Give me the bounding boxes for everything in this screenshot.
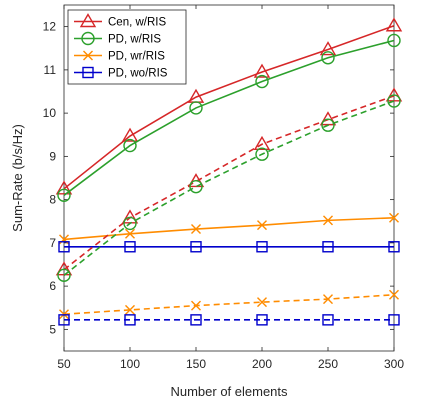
legend-label: PD, wo/RIS	[108, 68, 168, 80]
data-point	[123, 216, 137, 231]
data-point	[123, 138, 137, 153]
series-line	[63, 293, 395, 316]
x-axis-title: Number of elements	[170, 384, 288, 399]
series-line	[63, 25, 395, 190]
x-tick-label: 100	[120, 357, 140, 371]
legend-item: PD, wo/RIS	[74, 66, 168, 80]
legend-box	[67, 9, 187, 85]
series-1-solid	[57, 33, 401, 203]
data-point	[125, 228, 135, 239]
data-point	[124, 241, 136, 253]
data-point	[191, 224, 201, 235]
data-point	[190, 241, 202, 253]
legend-marker	[81, 31, 95, 46]
data-point	[189, 101, 203, 115]
legend-item: PD, w/RIS	[74, 31, 161, 46]
legend-item: PD, wr/RIS	[74, 51, 165, 63]
y-tick-label: 9	[49, 149, 56, 163]
legend-marker	[83, 50, 93, 61]
data-point	[57, 188, 71, 203]
series-layer	[55, 17, 403, 326]
y-tick-label: 10	[43, 106, 57, 120]
data-point	[189, 179, 203, 194]
legend-label: Cen, w/RIS	[108, 17, 166, 29]
data-point	[385, 17, 403, 32]
series-3-solid	[58, 241, 400, 253]
data-point	[256, 314, 268, 326]
data-point	[388, 241, 400, 253]
x-tick-label: 150	[186, 357, 206, 371]
legend-item: Cen, w/RIS	[74, 13, 166, 29]
y-tick-label: 11	[44, 63, 57, 77]
y-tick-label: 6	[49, 279, 56, 293]
data-point	[322, 241, 334, 253]
data-point	[388, 314, 400, 326]
data-point	[253, 135, 271, 150]
series-2-solid	[59, 212, 399, 245]
y-tick-label: 8	[49, 193, 56, 207]
y-axis-title: Sum-Rate (b/s/Hz)	[10, 124, 25, 232]
data-point	[255, 74, 269, 89]
data-point	[124, 314, 136, 326]
data-point	[389, 212, 399, 223]
data-point	[125, 304, 135, 315]
data-point	[321, 118, 335, 132]
data-point	[187, 173, 205, 188]
data-point	[322, 314, 334, 326]
data-point	[319, 41, 337, 56]
data-point	[121, 127, 139, 142]
data-point	[58, 241, 70, 253]
data-point	[321, 51, 335, 65]
data-point	[58, 314, 70, 326]
x-tick-label: 50	[57, 357, 71, 371]
x-tick-label: 300	[384, 357, 404, 371]
data-point	[55, 180, 73, 195]
data-point	[255, 147, 269, 161]
legend-marker	[82, 66, 94, 79]
axis-ticks: 50 100 150 200 250 300 5 6 7 8 9 10 11 12	[43, 5, 404, 371]
y-tick-label: 12	[43, 20, 57, 34]
data-point	[57, 268, 71, 283]
data-point	[389, 289, 399, 300]
data-point	[191, 300, 201, 311]
data-point	[387, 94, 401, 108]
legend-label: PD, w/RIS	[108, 34, 161, 46]
y-tick-label: 5	[49, 322, 56, 336]
series-0-solid	[55, 17, 403, 195]
series-line	[63, 216, 395, 241]
data-point	[323, 215, 333, 226]
legend-marker	[79, 13, 97, 28]
series-line	[63, 39, 395, 196]
x-tick-label: 250	[318, 357, 338, 371]
data-point	[257, 297, 267, 308]
data-point	[387, 33, 401, 48]
y-tick-label: 7	[49, 236, 56, 250]
series-5-dashed	[57, 94, 401, 283]
x-tick-label: 200	[252, 357, 272, 371]
data-point	[385, 87, 403, 102]
data-point	[257, 220, 267, 231]
data-point	[256, 241, 268, 253]
legend: Cen, w/RIS PD, w/RIS PD, wr/RIS PD, wo/RIS	[67, 9, 187, 85]
data-point	[323, 294, 333, 305]
series-6-dashed	[59, 289, 399, 320]
legend-label: PD, wr/RIS	[108, 51, 165, 63]
series-7-dashed	[58, 314, 400, 326]
data-point	[253, 63, 271, 78]
data-point	[190, 314, 202, 326]
